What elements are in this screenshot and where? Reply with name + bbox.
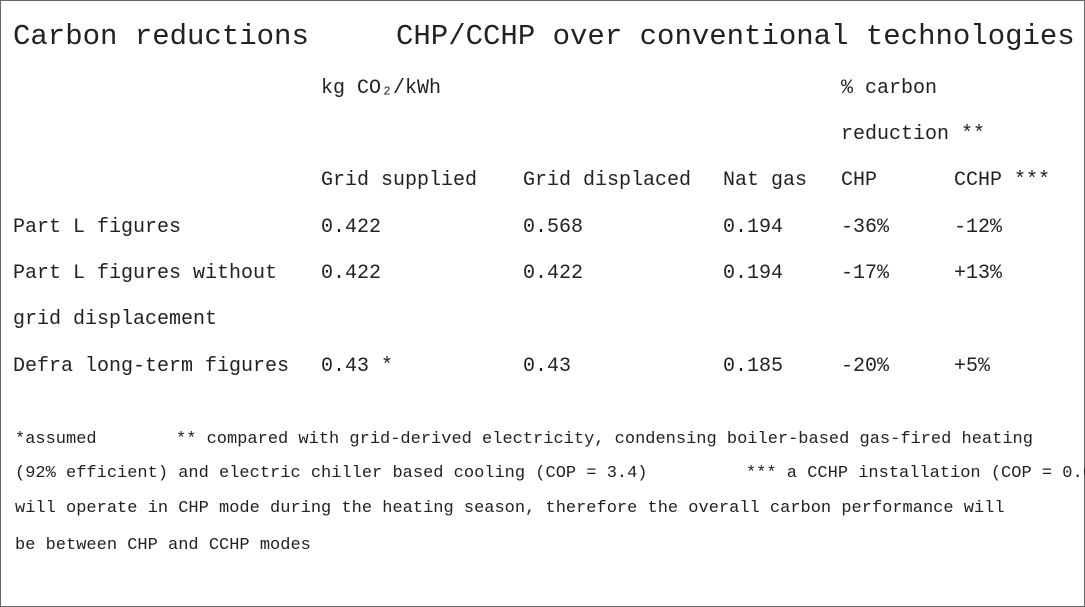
title-left: Carbon reductions xyxy=(13,20,309,53)
footnote: (92% efficient) and electric chiller bas… xyxy=(15,464,648,483)
cell: 0.43 xyxy=(523,355,572,378)
footnote: *** a CCHP installation (COP = 0.68) xyxy=(746,464,1085,483)
footnote: be between CHP and CCHP modes xyxy=(15,536,311,555)
cell: 0.422 xyxy=(523,262,584,285)
cell: +13% xyxy=(954,262,1003,285)
cell: 0.422 xyxy=(321,262,382,285)
group-header: kg CO₂/kWh xyxy=(321,77,442,100)
row-label: Defra long-term figures xyxy=(13,355,290,378)
footnote: ** compared with grid-derived electricit… xyxy=(176,430,1033,449)
cell: -36% xyxy=(841,216,890,239)
cell: 0.194 xyxy=(723,216,784,239)
cell: -17% xyxy=(841,262,890,285)
row-label: Part L figures xyxy=(13,216,182,239)
cell: 0.422 xyxy=(321,216,382,239)
column-header: Nat gas xyxy=(723,169,808,192)
cell: 0.185 xyxy=(723,355,784,378)
cell: 0.43 * xyxy=(321,355,394,378)
row-label: Part L figures without grid displacement xyxy=(13,262,278,331)
title-right: CHP/CCHP over conventional technologies xyxy=(396,20,1075,53)
cell: -12% xyxy=(954,216,1003,239)
column-header: Grid supplied xyxy=(321,169,478,192)
footnote: *assumed xyxy=(15,430,97,449)
footnote: will operate in CHP mode during the heat… xyxy=(15,499,1005,518)
column-header: CCHP *** xyxy=(954,169,1051,192)
cell: -20% xyxy=(841,355,890,378)
cell: +5% xyxy=(954,355,991,378)
cell: 0.568 xyxy=(523,216,584,239)
group-header: % carbon reduction ** xyxy=(841,77,986,146)
column-header: Grid displaced xyxy=(523,169,692,192)
column-header: CHP xyxy=(841,169,878,192)
cell: 0.194 xyxy=(723,262,784,285)
